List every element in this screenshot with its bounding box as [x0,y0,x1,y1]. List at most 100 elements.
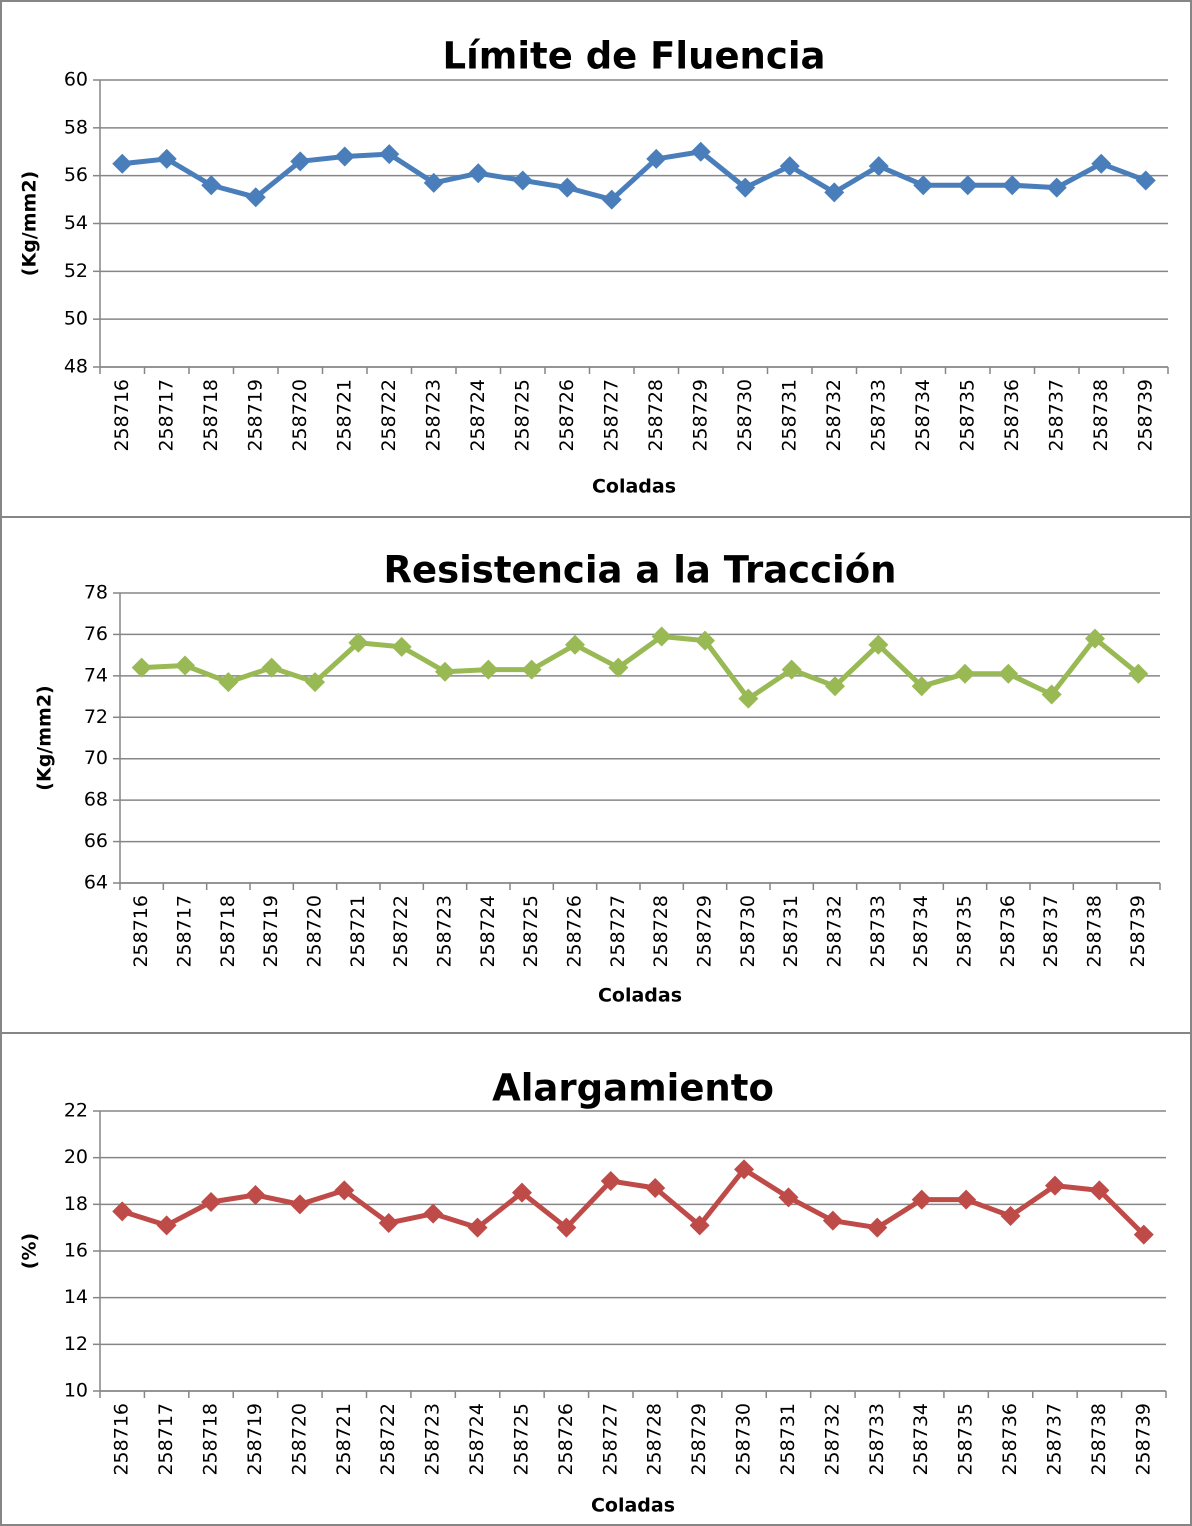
x-tick-label: 258733 [866,1403,888,1476]
x-tick-label: 258721 [333,1403,355,1476]
data-point [378,1213,399,1233]
data-point [467,1217,488,1238]
data-point [112,153,133,174]
x-tick-label: 258718 [217,895,239,968]
x-tick-label: 258718 [200,379,222,452]
y-tick-label: 22 [64,1100,88,1122]
data-point [1000,1206,1021,1226]
data-point [825,676,845,697]
x-tick-label: 258722 [378,379,400,452]
x-tick-label: 258724 [466,1403,488,1476]
x-tick-label: 258731 [780,895,802,968]
x-tick-label: 258719 [244,1403,266,1476]
x-tick-label: 258720 [304,895,326,968]
data-point [911,676,932,697]
y-tick-label: 14 [64,1286,88,1308]
x-tick-label: 258735 [954,895,976,968]
x-tick-label: 258730 [734,379,756,452]
y-tick-label: 58 [64,116,88,138]
x-tick-label: 258738 [1084,895,1106,968]
chart-title: Alargamiento [492,1067,774,1110]
data-point [521,659,542,680]
x-tick-label: 258732 [824,895,846,968]
data-line [141,634,1140,702]
data-point [334,146,355,167]
data-point [689,1215,710,1236]
x-tick-label: 258720 [288,1403,310,1476]
y-tick-label: 52 [64,260,88,282]
x-tick-label: 258732 [823,379,845,452]
x-tick-label: 258737 [1045,379,1067,452]
data-point [608,657,629,678]
data-point [734,1159,755,1180]
x-tick-label: 258717 [155,379,177,452]
x-tick-label: 258739 [1134,379,1156,452]
x-tick-label: 258732 [821,1403,843,1476]
data-point [1002,175,1023,196]
x-tick-label: 258725 [520,895,542,968]
data-point [1046,177,1067,198]
x-tick-label: 258736 [999,1403,1021,1476]
data-point [998,663,1019,684]
y-tick-label: 76 [84,623,108,645]
data-point [289,1194,310,1215]
data-point [1089,1180,1110,1201]
data-point [435,661,455,682]
x-tick-label: 258725 [511,379,533,452]
data-point [956,1189,977,1210]
x-tick-label: 258735 [956,379,978,452]
x-tick-label: 258723 [422,379,444,452]
data-point [868,634,889,655]
data-point [781,659,802,680]
data-point [512,170,533,191]
data-point [290,151,311,172]
x-tick-label: 258734 [910,1403,932,1476]
x-tick-label: 258738 [1088,1403,1110,1476]
data-point [824,182,845,203]
data-point [1044,1175,1065,1196]
x-tick-label: 258734 [912,379,934,452]
data-point [112,1201,133,1222]
data-point [911,1189,932,1210]
data-point [868,156,889,177]
data-point [261,657,282,678]
x-tick-label: 258737 [1043,1403,1065,1476]
data-point [1133,1224,1154,1245]
y-tick-label: 18 [64,1193,88,1215]
data-point [601,189,622,210]
data-point [690,141,711,162]
y-tick-label: 78 [84,582,108,604]
x-tick-label: 258727 [600,379,622,452]
panel [0,1032,1192,1526]
x-tick-label: 258733 [867,895,889,968]
data-point [565,634,585,655]
x-tick-label: 258725 [510,1403,532,1476]
x-tick-label: 258724 [477,895,499,968]
x-tick-label: 258721 [347,895,369,968]
data-point [646,148,667,169]
y-tick-label: 54 [64,212,88,234]
data-point [131,657,152,678]
y-axis-label: (Kg/mm2) [19,171,41,276]
x-tick-label: 258729 [689,379,711,452]
data-point [556,1217,577,1238]
x-tick-label: 258728 [645,379,667,452]
data-point [468,163,489,184]
data-point [1091,153,1112,174]
x-tick-label: 258716 [111,379,133,452]
y-tick-label: 72 [84,706,108,728]
data-point [1085,628,1105,649]
data-point [600,1171,621,1191]
x-tick-label: 258736 [997,895,1019,968]
x-tick-label: 258731 [777,1403,799,1476]
data-point [175,655,195,676]
data-point [156,148,177,169]
x-tick-label: 258726 [564,895,586,968]
x-axis-label: Coladas [592,476,676,498]
data-point [651,626,672,647]
y-tick-label: 12 [64,1333,88,1355]
x-tick-label: 258719 [244,379,266,452]
data-point [478,659,499,680]
x-tick-label: 258729 [694,895,716,968]
